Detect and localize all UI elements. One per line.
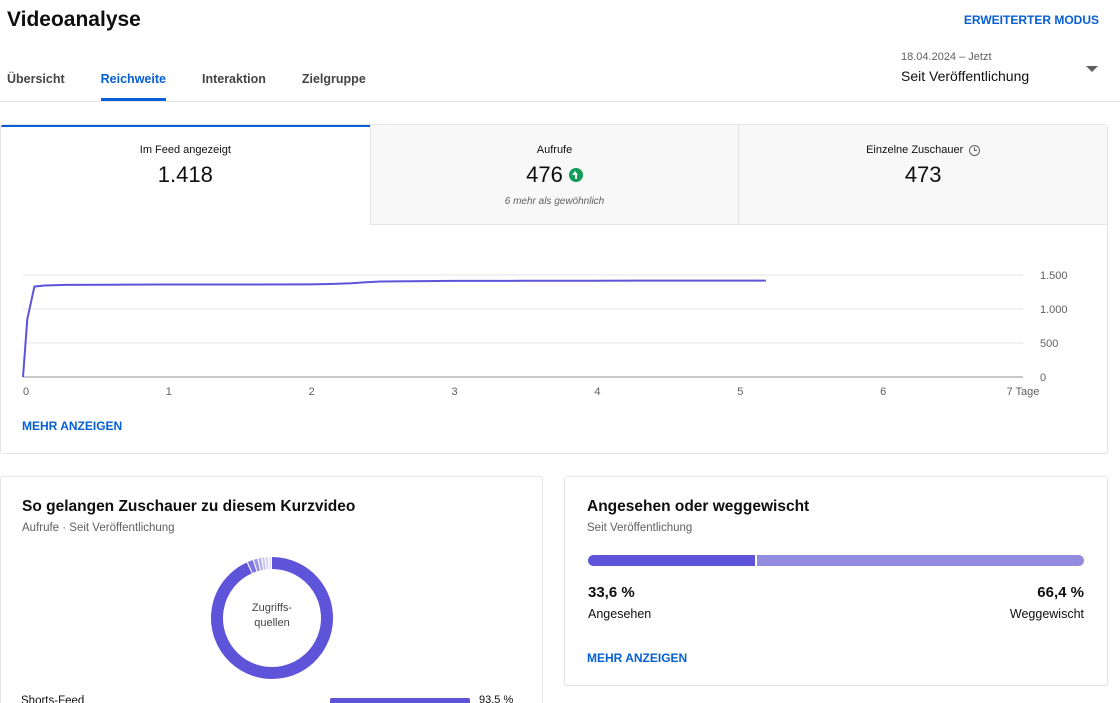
tab-reach[interactable]: Reichweite — [83, 72, 184, 101]
tab-label: Zielgruppe — [301, 72, 366, 86]
viewed-swiped-card: Angesehen oder weggewischt Seit Veröffen… — [564, 476, 1108, 686]
metric-value: 473 — [739, 162, 1107, 188]
dropdown-arrow-icon — [1086, 66, 1098, 72]
x-tick-label: 7 Tage — [1007, 386, 1040, 398]
metric-title: Aufrufe — [371, 144, 739, 156]
x-tick-label: 1 — [166, 386, 172, 398]
x-tick-label: 5 — [737, 386, 743, 398]
x-tick-label: 2 — [309, 386, 315, 398]
x-tick-label: 4 — [594, 386, 600, 398]
swiped-segment — [756, 555, 1084, 566]
y-tick-label: 500 — [1040, 338, 1058, 350]
metric-title-text: Einzelne Zuschauer — [866, 144, 964, 156]
donut-center-label: Zugriffs- quellen — [237, 601, 307, 631]
y-tick-label: 0 — [1040, 372, 1046, 384]
advanced-mode-link[interactable]: ERWEITERTER MODUS — [963, 13, 1099, 27]
tab-overview[interactable]: Übersicht — [0, 72, 83, 101]
traffic-sources-card: So gelangen Zuschauer zu diesem Kurzvide… — [0, 476, 543, 703]
segment-gap — [754, 555, 757, 566]
donut-slice — [253, 558, 261, 572]
series-line — [22, 279, 766, 378]
metric-title-text: Aufrufe — [536, 144, 573, 156]
x-tick-label: 3 — [452, 386, 458, 398]
date-range-value: Seit Veröffentlichung — [901, 68, 1030, 84]
tab-audience[interactable]: Zielgruppe — [284, 72, 384, 101]
tab-label: Reichweite — [100, 72, 166, 101]
metric-value: 1.418 — [1, 162, 370, 188]
source-row-label: Shorts-Feed — [21, 695, 85, 703]
metric-title: Im Feed angezeigt — [1, 144, 370, 156]
metric-title-text: Im Feed angezeigt — [139, 144, 231, 156]
metric-tabs: Im Feed angezeigt 1.418 Aufrufe 476 6 me… — [1, 125, 1107, 225]
metric-value-text: 473 — [904, 162, 942, 187]
arrow-up-circle-icon — [568, 168, 583, 182]
viewed-label: Angesehen — [588, 607, 652, 621]
viewed-percent: 33,6 % — [588, 584, 635, 601]
impressions-line-chart: 0 500 1.000 1.500 0 1 2 3 4 5 6 7 Tage — [22, 270, 1068, 398]
viewed-swiped-bar — [588, 555, 1084, 566]
source-row-bar — [330, 698, 470, 703]
header-divider — [0, 101, 1120, 102]
reach-card: Im Feed angezeigt 1.418 Aufrufe 476 6 me… — [0, 124, 1108, 454]
metric-note: 6 mehr als gewöhnlich — [504, 196, 605, 207]
date-range-selector[interactable]: 18.04.2024 – Jetzt Seit Veröffentlichung — [901, 51, 1101, 87]
tab-engagement[interactable]: Interaktion — [184, 72, 284, 101]
tab-label: Interaktion — [201, 72, 266, 86]
x-tick-label: 6 — [880, 386, 886, 398]
metric-tab-impressions[interactable]: Im Feed angezeigt 1.418 — [1, 125, 370, 225]
donut-center-text: Zugriffs- quellen — [251, 602, 293, 629]
traffic-sources-donut — [211, 557, 333, 679]
swiped-percent: 66,4 % — [1037, 584, 1084, 601]
metric-tab-views[interactable]: Aufrufe 476 6 mehr als gewöhnlich — [369, 125, 739, 225]
metric-tab-unique-viewers[interactable]: Einzelne Zuschauer 473 — [738, 125, 1107, 225]
analytics-tabs: Übersicht Reichweite Interaktion Zielgru… — [0, 72, 384, 101]
card-title: So gelangen Zuschauer zu diesem Kurzvide… — [22, 498, 356, 515]
donut-slice — [211, 557, 333, 679]
swiped-label: Weggewischt — [1009, 607, 1084, 621]
metric-value-text: 476 — [526, 162, 563, 187]
donut-slice — [247, 560, 257, 574]
y-tick-label: 1.500 — [1040, 270, 1068, 282]
tab-label: Übersicht — [7, 72, 65, 86]
card-subtitle: Seit Veröffentlichung — [587, 522, 693, 534]
x-tick-label: 0 — [23, 386, 29, 398]
source-row-percent: 93,5 % — [479, 694, 514, 703]
metric-value: 476 — [371, 162, 739, 188]
show-more-link[interactable]: MEHR ANZEIGEN — [587, 651, 688, 665]
viewed-segment — [588, 555, 755, 566]
metric-value-text: 1.418 — [157, 162, 213, 187]
metric-title: Einzelne Zuschauer — [739, 144, 1107, 156]
y-tick-label: 1.000 — [1040, 304, 1068, 316]
date-range-text: 18.04.2024 – Jetzt — [901, 51, 992, 63]
clock-icon[interactable] — [969, 144, 981, 156]
card-title: Angesehen oder weggewischt — [587, 498, 810, 515]
show-more-link[interactable]: MEHR ANZEIGEN — [22, 419, 123, 433]
card-subtitle: Aufrufe · Seit Veröffentlichung — [22, 522, 175, 534]
page-title: Videoanalyse — [7, 8, 141, 31]
